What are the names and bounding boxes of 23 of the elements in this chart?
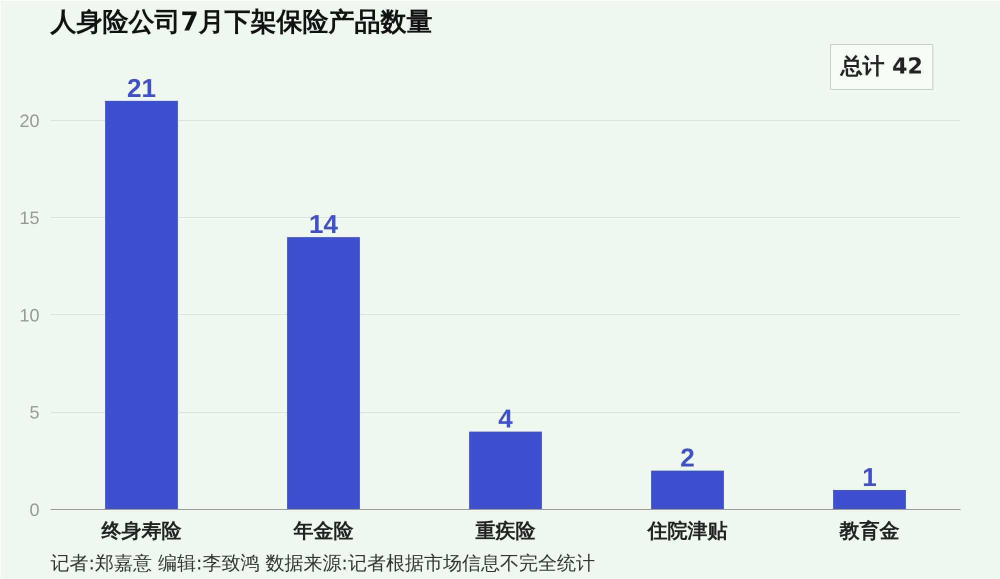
annotation: 总计 42 [840, 54, 923, 80]
x-tick-label: 年金险 [292, 520, 354, 542]
chart-title: 人身险公司7月下架保险产品数量 [50, 8, 433, 38]
text: 记者:郑嘉意 编辑:李致鸿 数据来源:记者根据市场信息不完全统计 [50, 552, 595, 574]
x-tick-label: 住院津贴 [646, 520, 728, 542]
bar [105, 100, 178, 510]
x-tick-label: 终身寿险 [100, 520, 182, 542]
data-label: 1 [862, 462, 877, 492]
bar [469, 432, 542, 510]
data-label: 14 [309, 209, 338, 240]
data-label: 2 [680, 442, 695, 473]
y-tick-label: 20 [19, 110, 40, 131]
y-tick-label: 15 [19, 208, 40, 228]
bar [287, 237, 360, 510]
data-label: 4 [498, 404, 514, 434]
data-label: 21 [127, 72, 156, 103]
x-tick-label: 重疾险 [474, 520, 536, 542]
y-tick-label: 10 [19, 305, 40, 326]
y-tick-label: 0 [29, 500, 40, 520]
bar [833, 490, 906, 510]
y-tick-label: 5 [29, 402, 40, 423]
x-tick-label: 教育金 [838, 520, 900, 542]
bar [651, 470, 724, 510]
